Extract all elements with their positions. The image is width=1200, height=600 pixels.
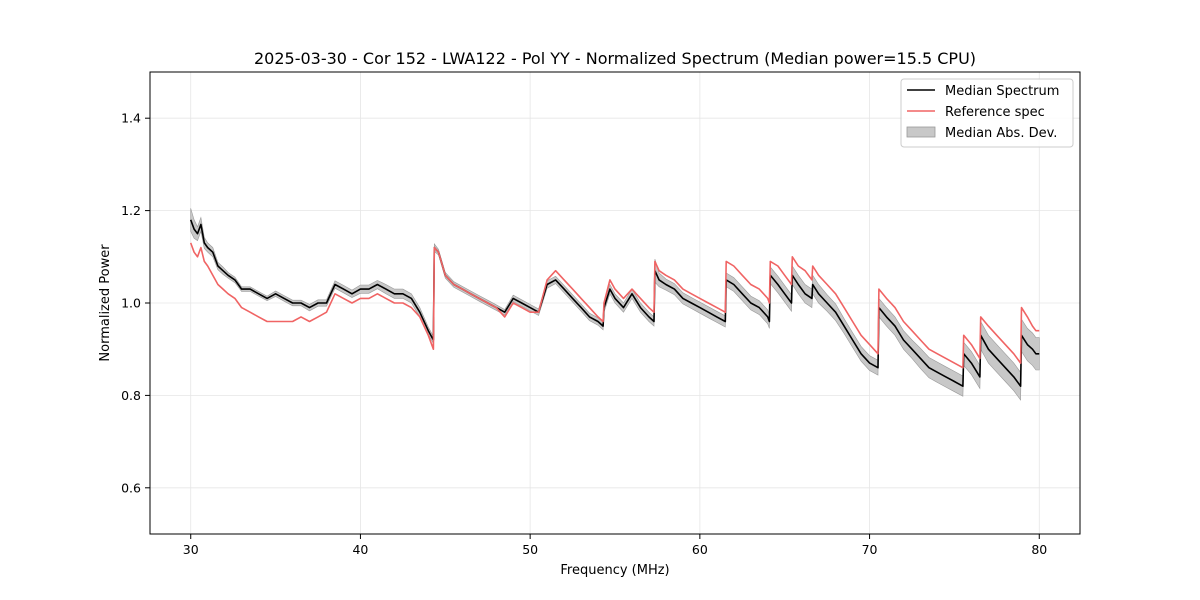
x-tick-label: 40	[352, 542, 368, 557]
y-tick-label: 1.0	[121, 296, 141, 311]
x-tick-label: 60	[692, 542, 708, 557]
x-tick-label: 70	[862, 542, 878, 557]
y-tick-label: 0.6	[121, 480, 141, 495]
reference-spec-line	[189, 242, 1040, 369]
chart-title: 2025-03-30 - Cor 152 - LWA122 - Pol YY -…	[254, 49, 976, 68]
x-axis-label: Frequency (MHz)	[560, 563, 669, 578]
plot-area	[189, 208, 1040, 401]
y-tick-label: 1.4	[121, 111, 141, 126]
legend: Median Spectrum Reference spec Median Ab…	[900, 78, 1074, 148]
y-tick-label: 0.8	[121, 388, 141, 403]
y-axis-label: Normalized Power	[98, 244, 113, 362]
x-tick-label: 50	[522, 542, 538, 557]
legend-label-mad: Median Abs. Dev.	[945, 126, 1057, 141]
legend-box	[900, 78, 1074, 148]
x-tick-label: 30	[183, 542, 199, 557]
x-tick-label: 80	[1031, 542, 1047, 557]
legend-label-median: Median Spectrum	[945, 84, 1059, 99]
legend-swatch-mad	[906, 126, 936, 138]
y-tick-label: 1.2	[121, 203, 141, 218]
ticks: 30 40 50 60 70 80 0.6 0.8 1.0 1.2 1.4	[121, 111, 1047, 557]
median-spectrum-line	[189, 219, 1040, 388]
legend-label-reference: Reference spec	[945, 105, 1045, 120]
